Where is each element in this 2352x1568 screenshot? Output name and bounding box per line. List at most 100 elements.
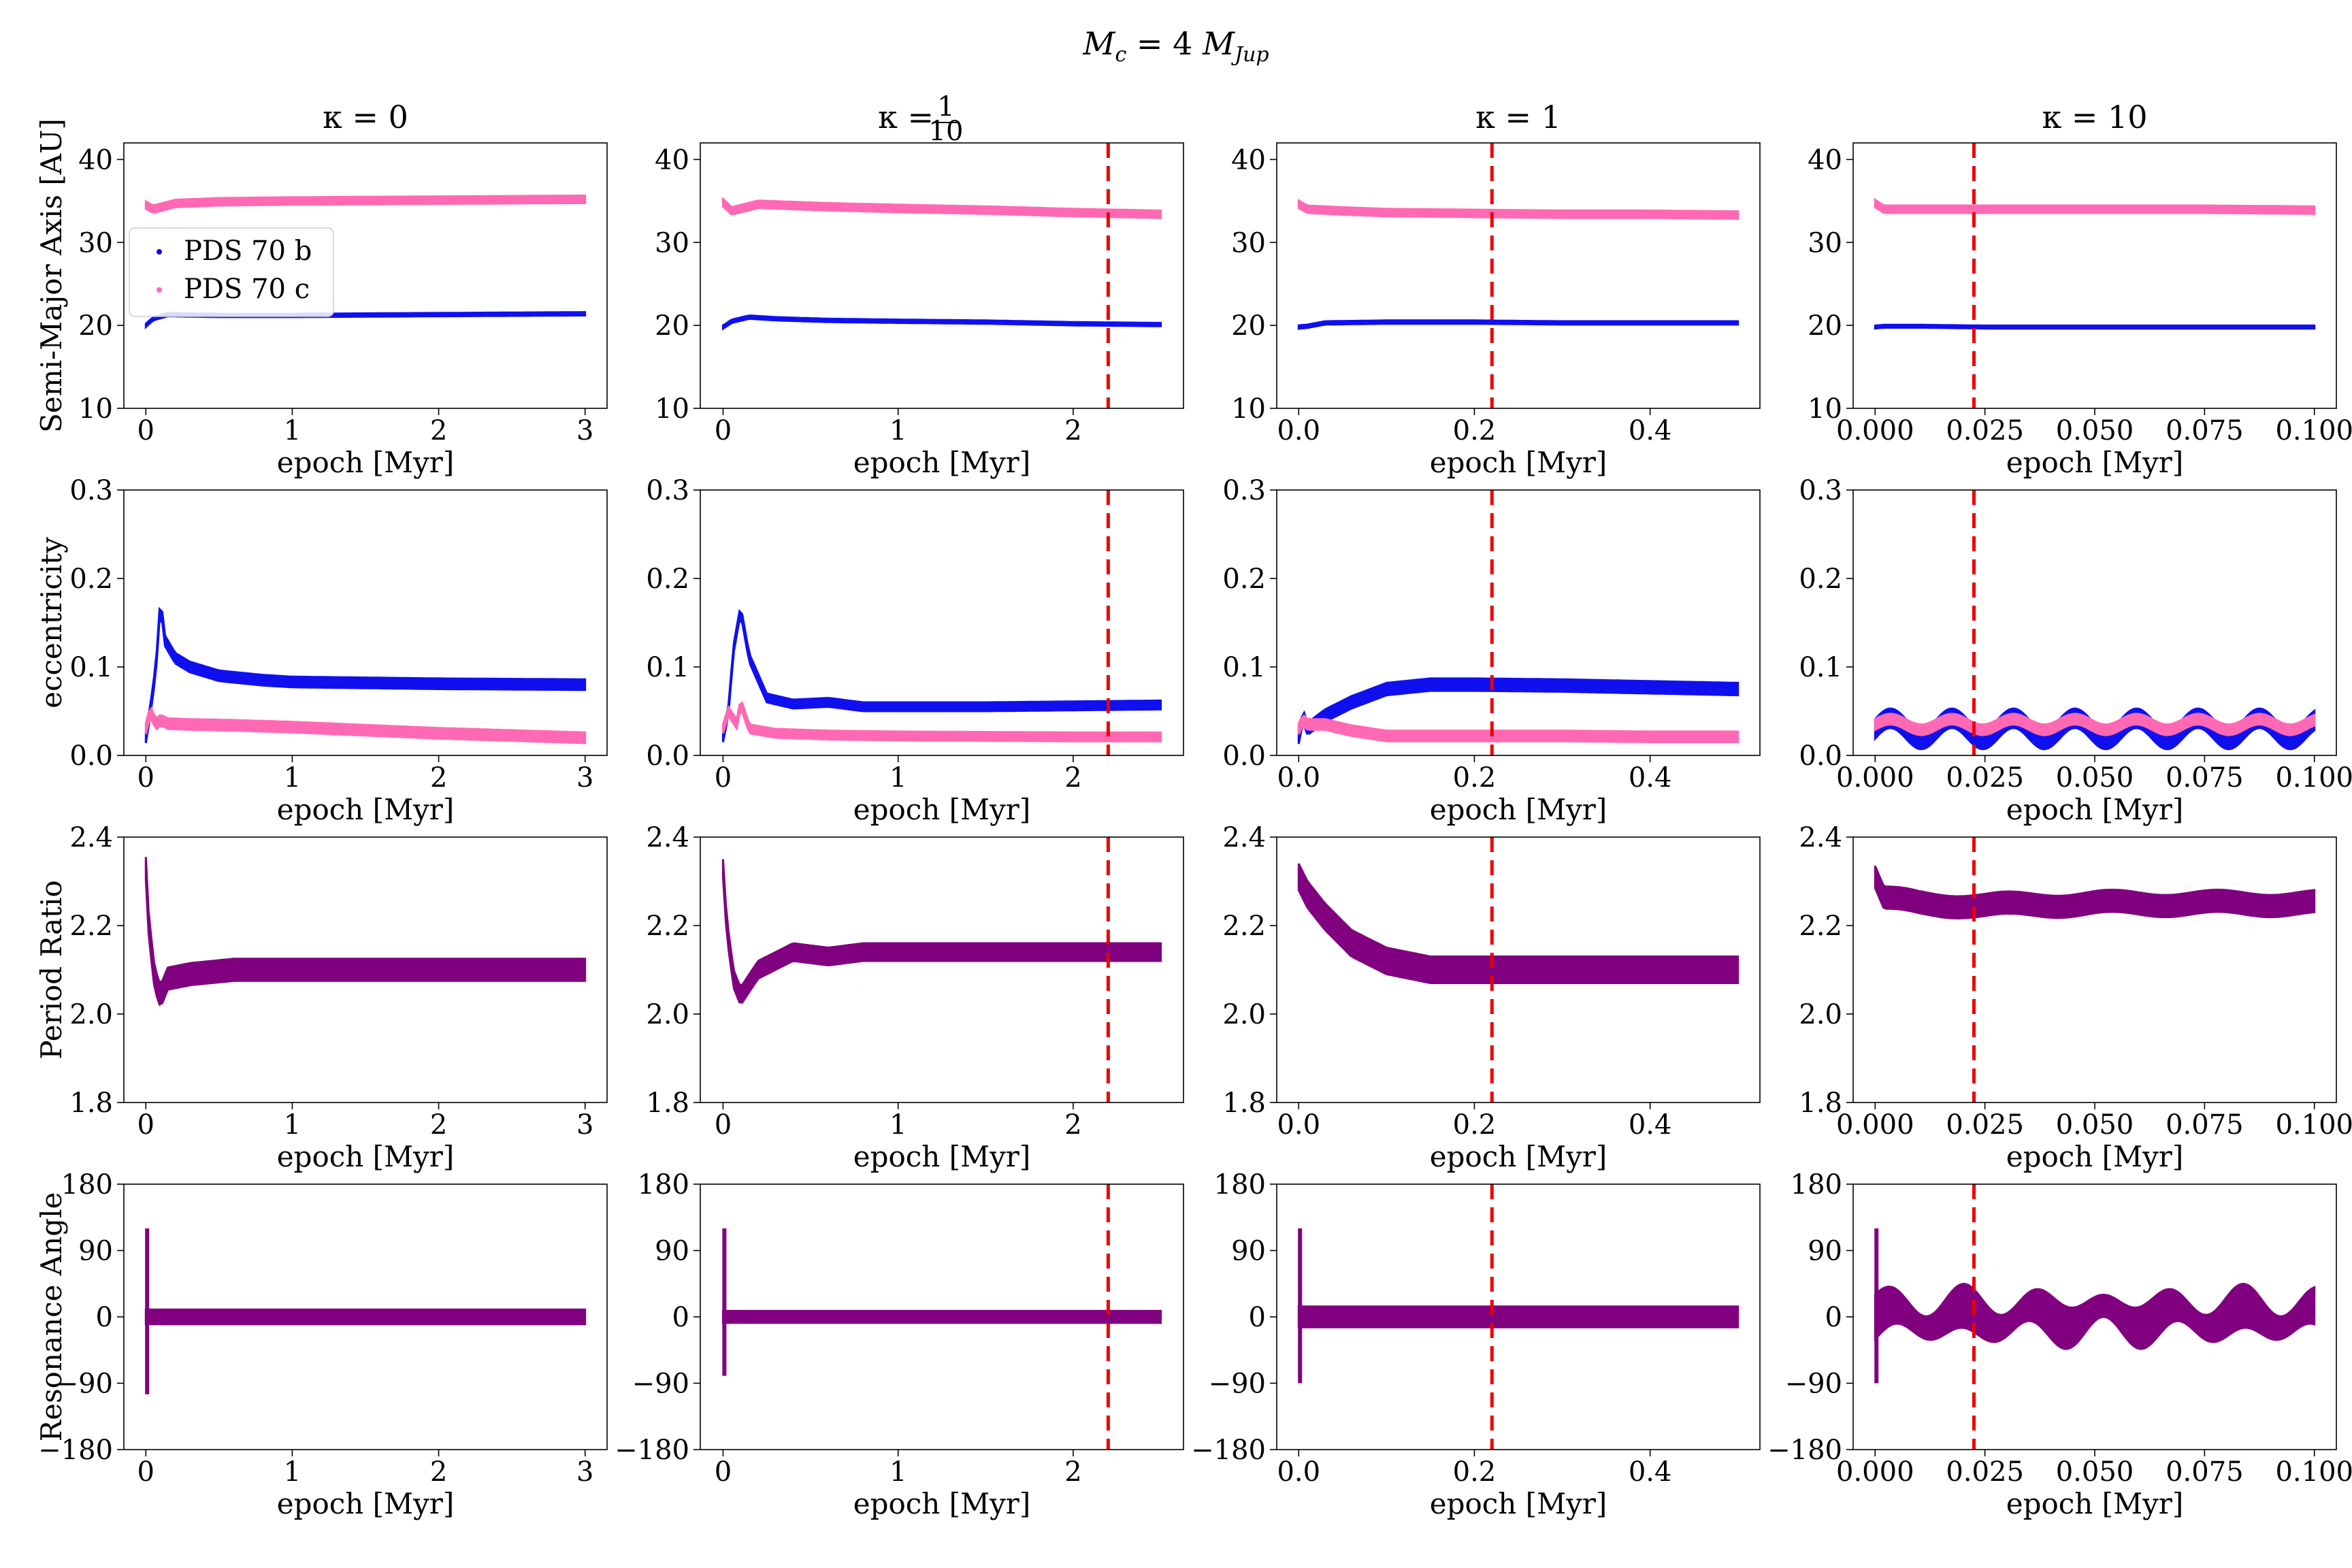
y-tick-label: 1.8 <box>1799 1088 1842 1119</box>
x-tick-label: 0 <box>137 1456 154 1488</box>
x-tick-label: 0 <box>137 415 154 446</box>
x-axis-label: epoch [Myr] <box>2006 446 2184 479</box>
x-tick-label: 0.100 <box>2275 1456 2352 1488</box>
series-pds-70-c <box>144 706 587 745</box>
y-tick-label: 90 <box>655 1236 689 1267</box>
y-tick-label: 2.2 <box>1799 911 1842 942</box>
y-tick-label: 20 <box>1231 310 1266 342</box>
series-pds-70-c <box>1874 197 2316 215</box>
x-tick-label: 1 <box>284 1109 301 1141</box>
x-axis-label: epoch [Myr] <box>853 1140 1031 1173</box>
series-resonance-angle <box>1874 1282 2316 1350</box>
y-tick-label: 40 <box>1231 144 1266 176</box>
y-tick-label: −180 <box>615 1435 689 1466</box>
panel-r3-c3: 0.000 0.025 0.050 0.075 0.100 epoch [Myr] −180… <box>1767 1169 2352 1520</box>
x-tick-label: 1 <box>889 1109 906 1141</box>
y-tick-label: 0.0 <box>1222 740 1266 772</box>
y-tick-label: 20 <box>1808 310 1842 342</box>
y-tick-label: 0.1 <box>1799 652 1842 683</box>
x-axis-label: epoch [Myr] <box>1430 446 1607 479</box>
legend: PDS 70 b PDS 70 c <box>129 227 334 317</box>
legend-label: PDS 70 b <box>184 235 312 267</box>
y-tick-label: 30 <box>1808 227 1842 259</box>
plot-area <box>1297 1228 1740 1384</box>
y-tick-label: −180 <box>1191 1435 1266 1466</box>
axes-frame <box>700 142 1184 409</box>
series-period-ratio <box>1874 865 2316 920</box>
x-axis-label: epoch [Myr] <box>277 1140 455 1173</box>
x-tick-label: 0.025 <box>1946 1109 2024 1141</box>
y-tick-label: 0 <box>1249 1302 1266 1333</box>
y-tick-label: 30 <box>1231 227 1266 259</box>
panel-r1-c0: 0 1 2 3 epoch [Myr] 0.0 0.1 0.2 0.3 <box>69 475 608 826</box>
column-title-numerator: 1 <box>937 91 954 122</box>
y-tick-label: 2.4 <box>646 822 689 853</box>
series-pds-70-b <box>721 314 1162 331</box>
y-tick-label: 2.0 <box>1799 999 1842 1030</box>
y-tick-label: 2.0 <box>646 999 689 1030</box>
series-pds-70-c <box>1874 713 2316 736</box>
y-tick-label: 0.0 <box>69 740 113 772</box>
series-resonance-angle <box>1297 1305 1740 1328</box>
plot-area <box>1874 865 2316 920</box>
panel-r0-c0: 0 1 2 3 epoch [Myr] 10 20 30 40 PDS 70 b PDS 70 c <box>78 142 608 479</box>
y-tick-label: 40 <box>1808 144 1842 176</box>
plot-area <box>1297 677 1740 745</box>
x-tick-label: 0.100 <box>2275 1109 2352 1141</box>
x-axis-label: epoch [Myr] <box>853 446 1031 479</box>
x-tick-label: 2 <box>1064 762 1081 794</box>
series-period-ratio <box>1297 863 1740 984</box>
y-tick-label: −90 <box>56 1369 113 1400</box>
y-tick-label: 20 <box>78 310 113 342</box>
panel-r2-c3: 0.000 0.025 0.050 0.075 0.100 epoch [Myr] 1.8 2… <box>1799 822 2352 1173</box>
y-tick-label: 2.2 <box>1222 911 1266 942</box>
x-axis-label: epoch [Myr] <box>853 793 1031 826</box>
plot-area <box>721 608 1162 742</box>
x-tick-label: 3 <box>576 415 593 446</box>
x-tick-label: 0 <box>137 1109 154 1141</box>
y-tick-label: 180 <box>61 1169 113 1200</box>
series-pds-70-c <box>1297 199 1740 220</box>
panel-r3-c0: 0 1 2 3 epoch [Myr] −180 −90 0 90 180 <box>38 1169 608 1520</box>
x-tick-label: 0.4 <box>1629 415 1672 446</box>
axes-frame <box>1276 836 1761 1103</box>
x-tick-label: 0.025 <box>1946 415 2024 446</box>
plot-area <box>1297 199 1740 330</box>
legend-marker <box>157 249 162 255</box>
axes-frame <box>700 836 1184 1103</box>
series-pds-70-c <box>721 196 1162 219</box>
y-axis-label-1: eccentricity <box>35 537 68 708</box>
series-pds-70-c <box>1297 714 1740 743</box>
x-tick-label: 0.2 <box>1453 1109 1497 1141</box>
panel-r0-c1: 0 1 2 epoch [Myr] 10 20 30 40 <box>655 142 1184 479</box>
axes-frame <box>123 836 608 1103</box>
panel-r1-c2: 0.0 0.2 0.4 epoch [Myr] 0.0 0.1 0.2 0.3 <box>1222 475 1761 826</box>
legend-label: PDS 70 c <box>184 274 310 305</box>
series-pds-70-b <box>1297 319 1740 330</box>
y-tick-label: 0.1 <box>646 652 689 683</box>
x-axis-label: epoch [Myr] <box>277 793 455 826</box>
y-tick-label: 40 <box>655 144 689 176</box>
x-tick-label: 0 <box>715 1109 732 1141</box>
y-tick-label: 10 <box>655 393 689 425</box>
y-tick-label: 180 <box>1791 1169 1842 1200</box>
x-axis-label: epoch [Myr] <box>2006 793 2184 826</box>
y-tick-label: 1.8 <box>69 1088 113 1119</box>
y-tick-label: 0.2 <box>69 564 113 595</box>
x-axis-label: epoch [Myr] <box>277 1487 455 1520</box>
y-tick-label: 180 <box>638 1169 689 1200</box>
plot-area <box>721 1228 1162 1376</box>
axes-frame <box>1276 142 1761 409</box>
panel-r0-c3: 0.000 0.025 0.050 0.075 0.100 epoch [Myr] 10 20… <box>1808 142 2352 479</box>
y-tick-label: 0.1 <box>69 652 113 683</box>
plot-area <box>1874 707 2316 751</box>
x-tick-label: 0.0 <box>1277 1456 1320 1488</box>
y-tick-label: 0 <box>672 1302 689 1333</box>
x-axis-label: epoch [Myr] <box>277 446 455 479</box>
y-tick-label: 10 <box>1808 393 1842 425</box>
y-tick-label: 2.4 <box>69 822 113 853</box>
x-tick-label: 2 <box>1064 415 1081 446</box>
y-tick-label: 2.0 <box>1222 999 1266 1030</box>
y-tick-label: 2.0 <box>69 999 113 1030</box>
x-tick-label: 0.0 <box>1277 415 1320 446</box>
